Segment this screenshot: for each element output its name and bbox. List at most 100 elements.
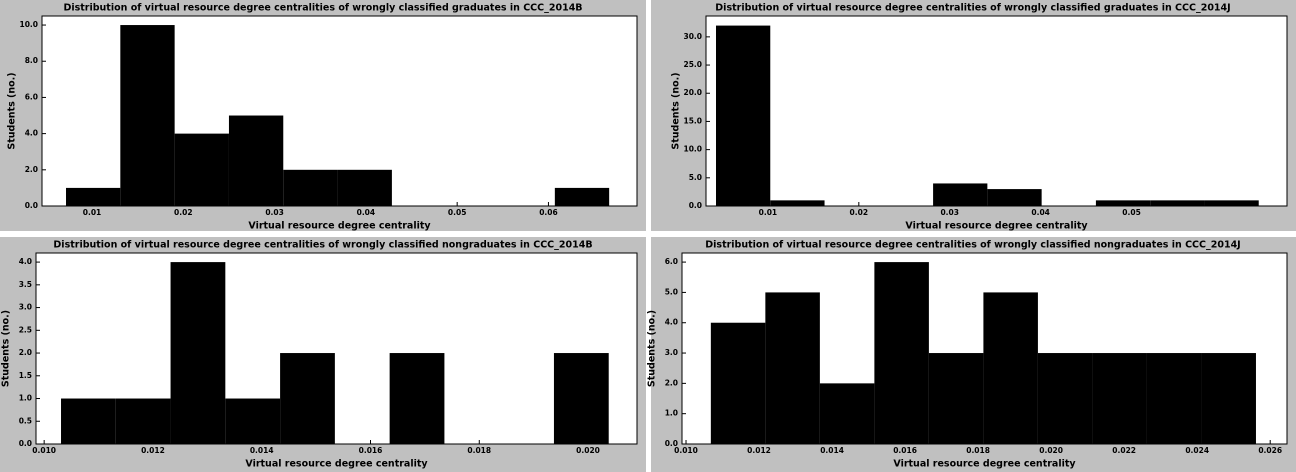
histogram-bar	[983, 292, 1038, 444]
histogram-bar	[337, 169, 392, 206]
y-tick-label: 30.0	[683, 32, 702, 41]
y-tick-label: 0.0	[19, 439, 32, 448]
histogram-bar	[819, 383, 875, 444]
y-tick-label: 0.0	[689, 201, 702, 210]
x-axis-label: Virtual resource degree centrality	[893, 459, 1076, 470]
x-tick-label: 0.022	[1112, 446, 1136, 455]
x-tick-label: 0.010	[32, 446, 56, 455]
histogram-bar	[710, 322, 766, 444]
histogram-bar	[115, 398, 171, 444]
y-tick-label: 0.0	[665, 439, 678, 448]
x-tick-label: 0.014	[820, 446, 844, 455]
y-tick-label: 4.0	[665, 318, 678, 327]
y-tick-label: 4.0	[25, 129, 38, 138]
y-tick-label: 0.5	[19, 416, 32, 425]
histogram-bar	[1095, 200, 1151, 206]
histogram-bar	[120, 25, 175, 206]
y-tick-label: 1.0	[19, 394, 32, 403]
x-axis-label: Virtual resource degree centrality	[905, 221, 1088, 232]
x-tick-label: 0.012	[141, 446, 165, 455]
histogram-bar	[66, 187, 121, 206]
x-tick-label: 0.010	[674, 446, 698, 455]
histogram-bar	[716, 25, 771, 207]
histogram-bar	[389, 353, 445, 444]
histogram-bar	[170, 262, 226, 444]
histogram-bar	[770, 200, 825, 206]
y-axis-label: Students (no.)	[671, 72, 682, 149]
y-tick-label: 1.5	[19, 371, 32, 380]
y-tick-label: 3.0	[19, 303, 32, 312]
histogram-bar	[1146, 353, 1202, 444]
y-tick-label: 2.5	[19, 325, 32, 334]
x-axis-label: Virtual resource degree centrality	[248, 221, 431, 232]
y-tick-label: 15.0	[683, 116, 702, 125]
y-tick-label: 10.0	[683, 145, 702, 154]
chart-title: Distribution of virtual resource degree …	[63, 3, 582, 14]
y-tick-label: 2.0	[665, 378, 678, 387]
histogram-bar	[1150, 200, 1205, 206]
histogram-bar	[174, 133, 229, 206]
y-tick-label: 20.0	[683, 88, 702, 97]
x-tick-label: 0.05	[448, 208, 467, 217]
x-tick-label: 0.024	[1185, 446, 1209, 455]
y-tick-label: 25.0	[683, 60, 702, 69]
histogram-bar	[283, 169, 338, 206]
y-tick-label: 6.0	[665, 257, 678, 266]
histogram-bar	[228, 115, 284, 206]
x-tick-label: 0.01	[83, 208, 102, 217]
x-tick-label: 0.016	[359, 446, 383, 455]
y-tick-label: 1.0	[665, 409, 678, 418]
histogram-bar	[874, 262, 929, 444]
histogram-bar	[225, 398, 281, 444]
histogram-bar	[554, 187, 610, 206]
x-tick-label: 0.04	[1031, 208, 1050, 217]
histogram-bar	[987, 189, 1042, 206]
y-tick-label: 5.0	[689, 173, 702, 182]
x-tick-label: 0.02	[174, 208, 193, 217]
y-tick-label: 10.0	[19, 20, 38, 29]
y-tick-label: 3.0	[665, 348, 678, 357]
x-axis-label: Virtual resource degree centrality	[245, 459, 428, 470]
x-tick-label: 0.03	[940, 208, 959, 217]
histogram-bar	[933, 183, 988, 206]
y-tick-label: 6.0	[25, 92, 38, 101]
x-tick-label: 0.018	[467, 446, 491, 455]
histogram-bar	[61, 398, 116, 444]
x-tick-label: 0.02	[850, 208, 869, 217]
x-tick-label: 0.014	[250, 446, 274, 455]
histogram-bar	[1037, 353, 1093, 444]
y-tick-label: 8.0	[25, 56, 38, 65]
x-tick-label: 0.016	[893, 446, 917, 455]
histogram-bar	[765, 292, 820, 444]
y-tick-label: 4.0	[19, 257, 32, 266]
y-tick-label: 2.0	[25, 165, 38, 174]
histogram-bar	[553, 353, 609, 444]
histogram-bar	[1201, 353, 1256, 444]
x-tick-label: 0.01	[759, 208, 778, 217]
y-tick-label: 2.0	[19, 348, 32, 357]
x-tick-label: 0.05	[1122, 208, 1141, 217]
y-tick-label: 0.0	[25, 201, 38, 210]
y-tick-label: 3.5	[19, 280, 32, 289]
chart-title: Distribution of virtual resource degree …	[705, 240, 1240, 251]
x-tick-label: 0.026	[1258, 446, 1282, 455]
chart-title: Distribution of virtual resource degree …	[715, 3, 1230, 14]
chart-title: Distribution of virtual resource degree …	[53, 240, 592, 251]
histogram-bar	[1204, 200, 1259, 206]
histogram-bar	[928, 353, 984, 444]
x-tick-label: 0.020	[576, 446, 600, 455]
y-axis-label: Students (no.)	[1, 310, 12, 387]
x-tick-label: 0.06	[539, 208, 558, 217]
y-axis-label: Students (no.)	[7, 72, 18, 149]
histogram-bar	[1092, 353, 1147, 444]
y-axis-label: Students (no.)	[647, 310, 658, 387]
x-tick-label: 0.020	[1039, 446, 1063, 455]
plot-area	[705, 15, 1288, 207]
histogram-bar	[280, 353, 335, 444]
x-tick-label: 0.03	[265, 208, 284, 217]
x-tick-label: 0.018	[966, 446, 990, 455]
x-tick-label: 0.04	[357, 208, 376, 217]
y-tick-label: 5.0	[665, 287, 678, 296]
x-tick-label: 0.012	[747, 446, 771, 455]
